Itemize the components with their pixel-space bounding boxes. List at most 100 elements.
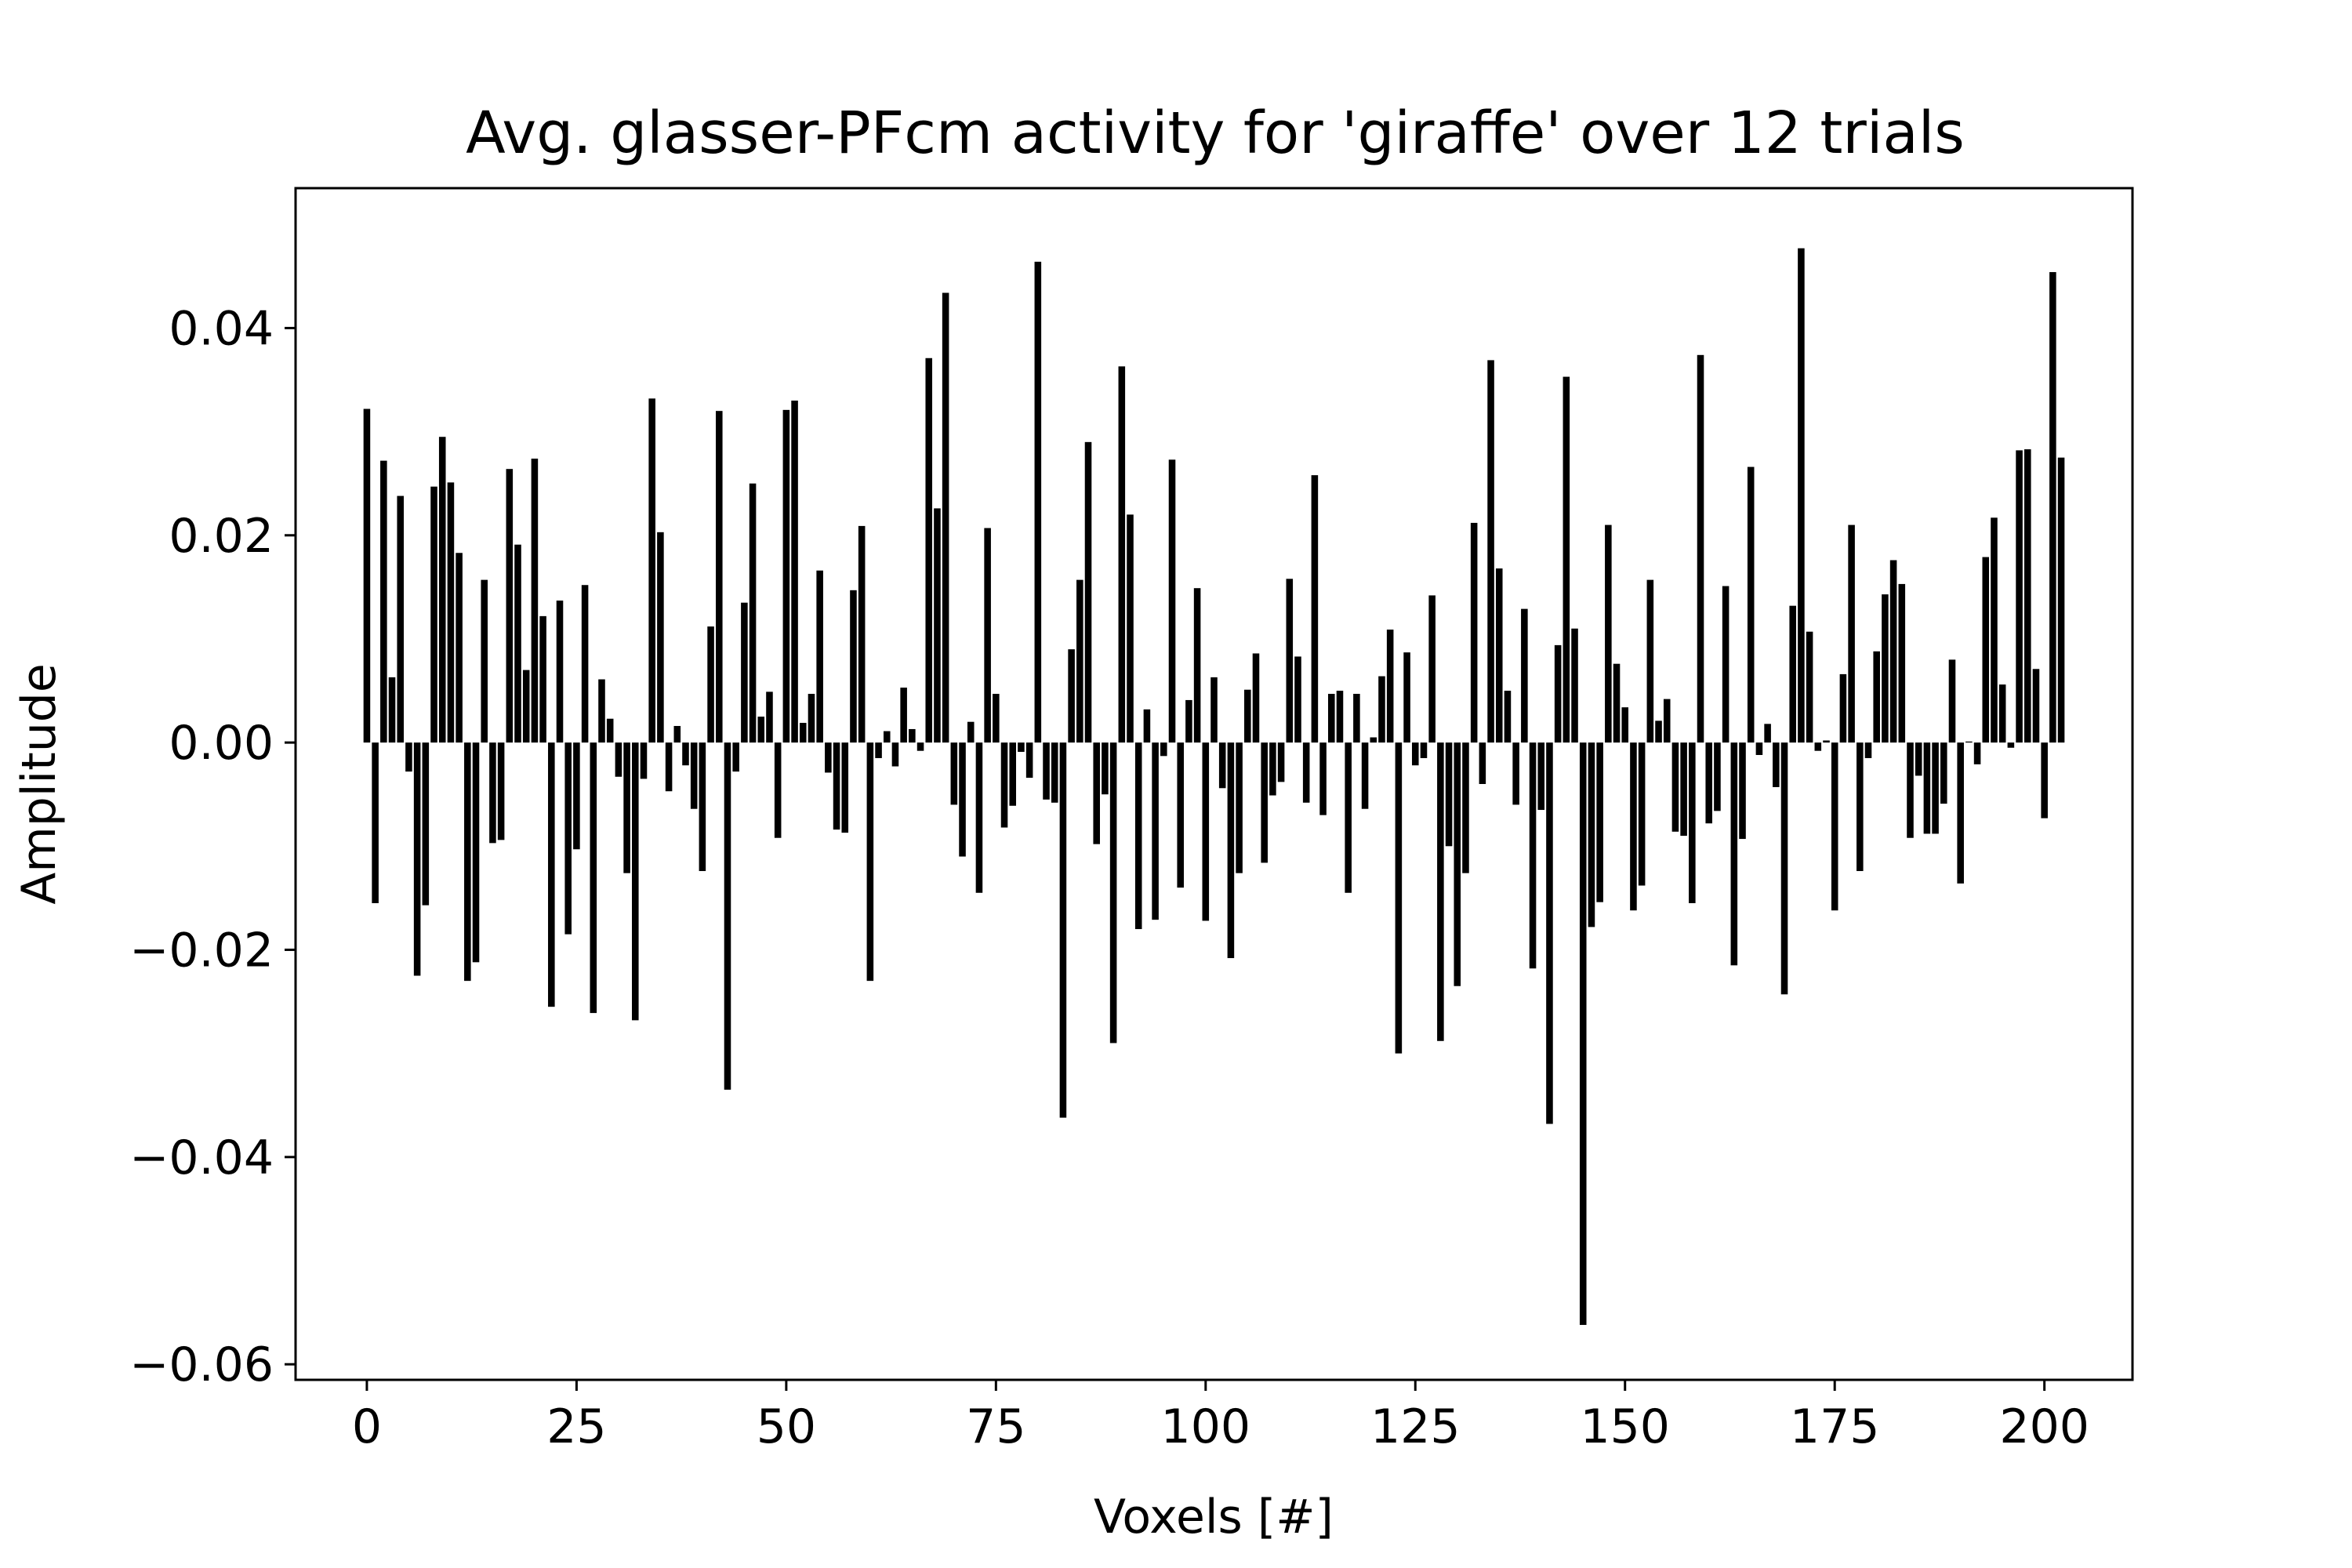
bar (1084, 441, 1092, 743)
x-tick-label: 150 (1580, 1399, 1670, 1454)
bar (1093, 742, 1100, 844)
bar (682, 742, 689, 766)
bar (1554, 644, 1562, 743)
y-tick-label: 0.04 (169, 301, 274, 356)
bar (405, 742, 412, 772)
bar (447, 482, 455, 743)
bar (615, 742, 622, 777)
bar (372, 742, 379, 903)
bar (1948, 659, 1956, 743)
bar (1152, 742, 1159, 920)
bar (1353, 694, 1360, 743)
bar (1227, 742, 1235, 959)
bar (1143, 709, 1151, 743)
bar (883, 731, 891, 743)
bar (1479, 742, 1486, 784)
bar (1294, 656, 1301, 743)
x-tick-label: 175 (1790, 1399, 1880, 1454)
bar (1009, 742, 1017, 806)
bar (716, 411, 723, 743)
bar (590, 742, 597, 1014)
bar (732, 742, 739, 772)
bar (481, 579, 488, 743)
bar (1504, 691, 1512, 743)
bar (1059, 742, 1067, 1118)
bar (1177, 742, 1184, 888)
bar (950, 742, 958, 805)
bar (1386, 630, 1394, 743)
y-tick-label: −0.04 (129, 1131, 274, 1185)
bar (1882, 594, 1889, 743)
bar (1689, 742, 1696, 903)
bar (556, 601, 564, 743)
bar (1403, 652, 1410, 743)
bar (1663, 699, 1671, 743)
bar (1470, 522, 1478, 743)
bar (1118, 366, 1126, 743)
bar (1277, 742, 1285, 782)
x-tick-label: 200 (1999, 1399, 2089, 1454)
bar (1857, 742, 1864, 872)
bar (866, 742, 874, 982)
bar (1714, 742, 1721, 811)
bar (749, 483, 757, 743)
bar (1244, 689, 1251, 743)
plot-frame (294, 187, 2134, 1381)
bar (1445, 742, 1453, 847)
bar (2041, 742, 2048, 818)
bar (1051, 742, 1058, 803)
bar (1311, 475, 1319, 743)
bar (900, 688, 907, 743)
bar (397, 495, 405, 743)
x-axis-ticks: 0 25 50 75 100 125 150 175 200 (352, 1380, 2089, 1454)
y-tick-label: 0.00 (169, 716, 274, 771)
bar (548, 742, 555, 1007)
bar (1579, 742, 1587, 1325)
bar (1218, 742, 1226, 789)
bar (598, 679, 605, 743)
bar (1889, 560, 1897, 743)
bar (1437, 742, 1444, 1041)
bar (1546, 742, 1553, 1124)
bar (1932, 742, 1939, 834)
bar (422, 742, 430, 906)
bar (1160, 742, 1167, 757)
bar (1109, 742, 1117, 1044)
bar (539, 615, 546, 743)
bar (1755, 742, 1763, 755)
bar (2057, 457, 2065, 743)
bar (623, 742, 630, 873)
bar (1655, 720, 1662, 743)
bar (858, 525, 866, 743)
bar (1025, 742, 1033, 779)
bar (657, 532, 664, 743)
bar (891, 742, 899, 767)
bar (1982, 557, 1990, 743)
bar (1605, 524, 1612, 743)
bar (1898, 583, 1906, 743)
bar (1000, 742, 1008, 828)
bar (673, 725, 681, 743)
bar (1102, 742, 1109, 795)
bar (808, 694, 815, 743)
bar (2007, 742, 2015, 748)
bar (430, 486, 437, 743)
x-tick-label: 50 (757, 1399, 816, 1454)
bar (514, 544, 521, 743)
x-tick-label: 125 (1370, 1399, 1461, 1454)
x-tick-label: 0 (352, 1399, 382, 1454)
bar (464, 742, 471, 982)
bar (967, 721, 975, 743)
x-axis-label: Voxels [#] (1094, 1490, 1334, 1544)
bar (1168, 459, 1176, 743)
bar (380, 460, 387, 743)
bar (1345, 742, 1352, 893)
bar (1193, 588, 1201, 743)
bar (489, 742, 496, 844)
bar (975, 742, 983, 893)
bar (1076, 579, 1083, 743)
bar (1034, 261, 1042, 743)
bar (707, 626, 714, 743)
bar (1588, 742, 1595, 927)
